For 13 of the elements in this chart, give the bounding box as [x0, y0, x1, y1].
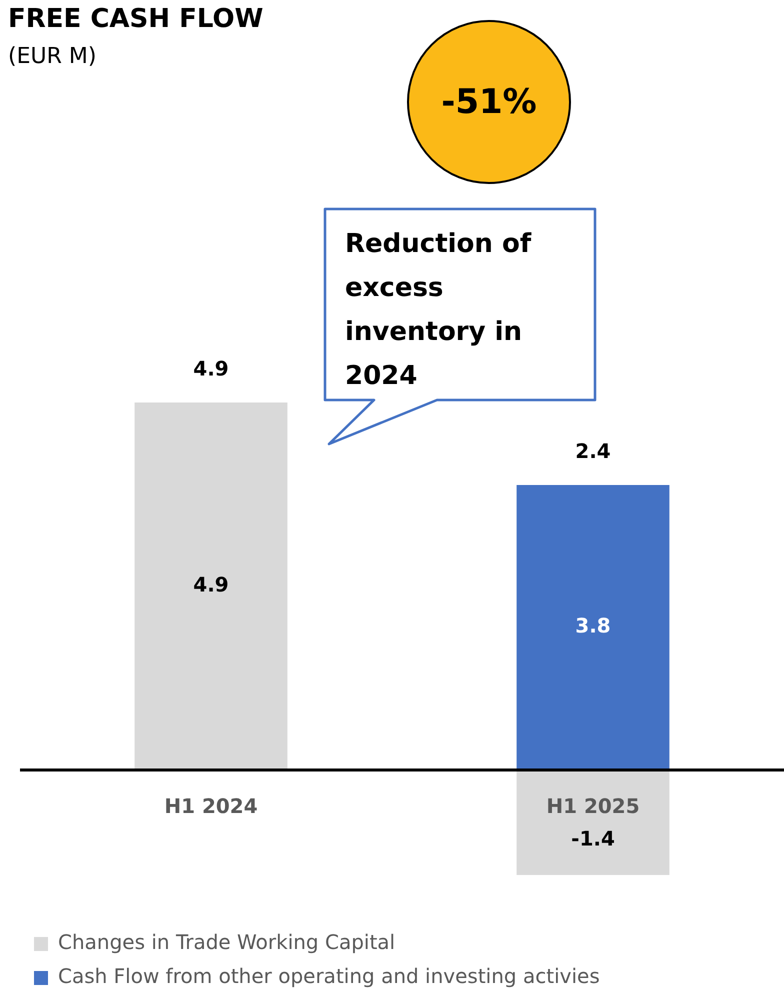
data-label: -1.4 [571, 826, 615, 851]
text: Reduction of excess inventory in 2024 [345, 228, 532, 393]
chart-title: FREE CASH FLOW [8, 4, 264, 34]
x-tick-label: H1 2024 [164, 794, 258, 818]
data-label: 4.9 [193, 572, 229, 596]
legend-label: Cash Flow from other operating and investing activies [58, 964, 600, 988]
legend-label: Changes in Trade Working Capital [58, 930, 396, 954]
chart-subtitle: (EUR M) [8, 44, 96, 69]
circle-badge: -51% [407, 20, 571, 184]
x-tick-label: H1 2025 [546, 794, 640, 818]
total-label: 4.9 [193, 356, 229, 381]
total-label: 2.4 [575, 439, 611, 464]
data-label: 3.8 [575, 614, 611, 638]
